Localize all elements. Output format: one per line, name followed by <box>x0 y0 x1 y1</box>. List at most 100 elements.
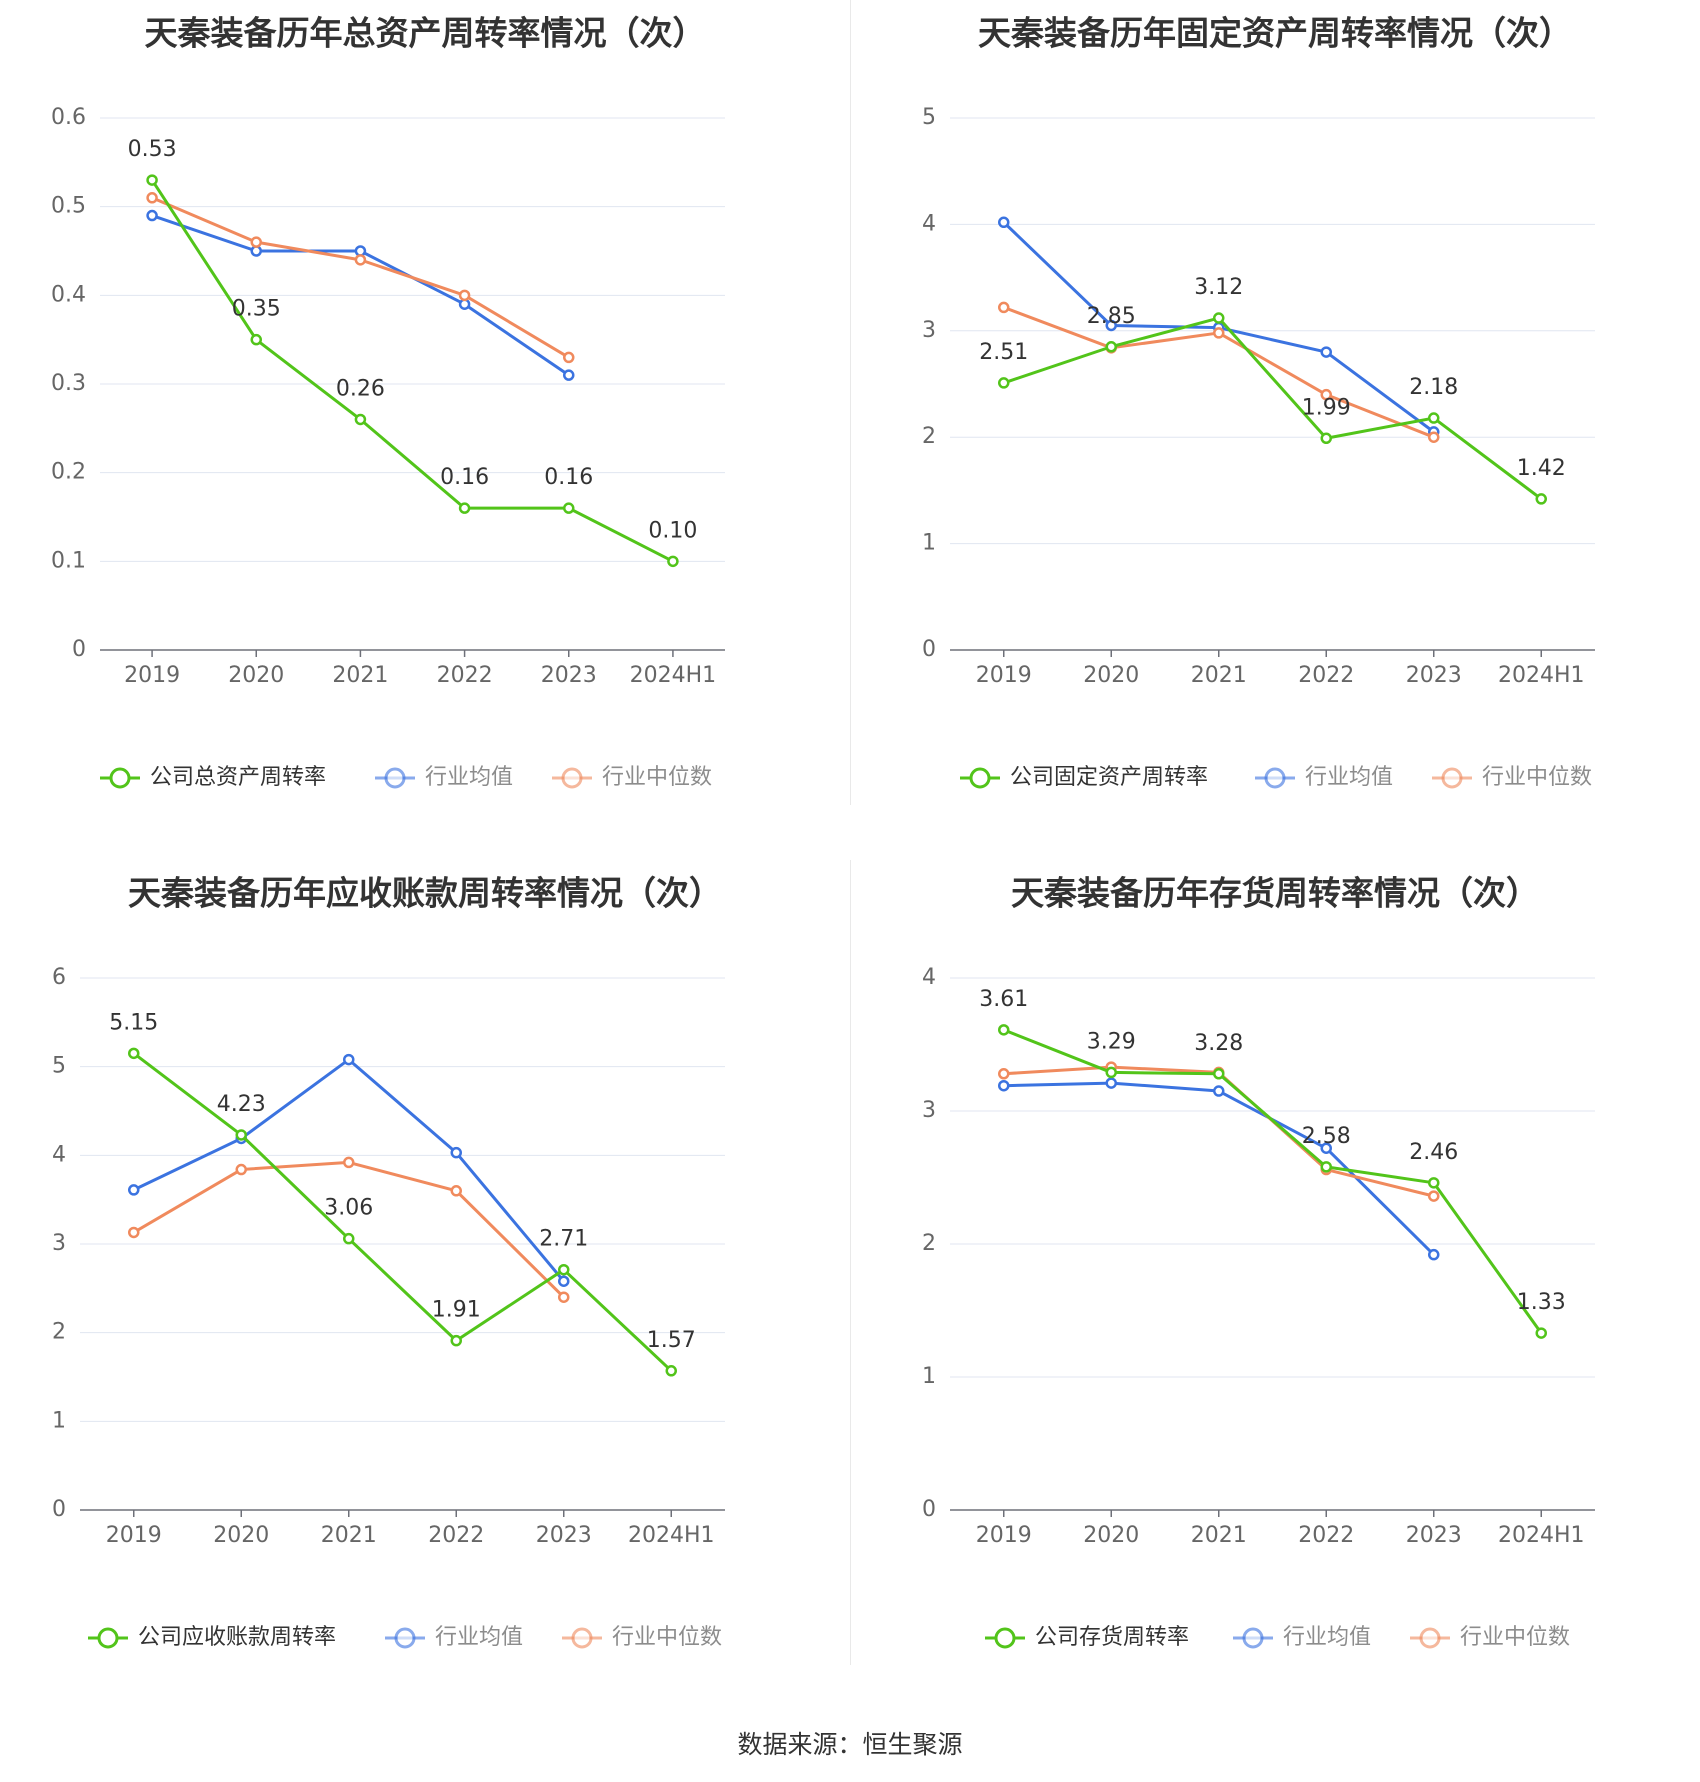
chart-title: 天秦装备历年固定资产周转率情况（次） <box>978 14 1572 53</box>
chart-inventory-turnover: 天秦装备历年存货周转率情况（次） 0 1 2 3 4 2019 2020 2021 2022 202… <box>922 874 1595 1650</box>
data-point-average <box>1320 346 1332 358</box>
data-label: 5.15 <box>109 1010 158 1035</box>
x-tick-label: 2022 <box>428 1523 484 1548</box>
x-tick-label: 2024H1 <box>630 663 717 688</box>
data-label: 4.23 <box>217 1092 266 1117</box>
data-point-company <box>458 502 471 514</box>
y-tick-label: 0 <box>52 1497 66 1522</box>
data-point-company <box>354 413 367 426</box>
legend-item-average: 行业均值 <box>1255 765 1393 790</box>
legend-item-company: 公司固定资产周转率 <box>960 765 1208 790</box>
data-point-average <box>998 1079 1010 1092</box>
data-point-average <box>1320 1142 1332 1154</box>
chart-title: 天秦装备历年总资产周转率情况（次） <box>145 14 706 53</box>
legend-marker-icon <box>384 767 406 789</box>
data-point-company <box>1428 1177 1440 1189</box>
data-point-company <box>558 1263 570 1276</box>
data-point-company <box>450 1334 462 1347</box>
legend-label: 行业中位数 <box>1482 765 1592 790</box>
y-tick-label: 0 <box>922 1497 936 1522</box>
legend-item-average: 行业均值 <box>375 765 513 790</box>
data-label: 0.10 <box>648 518 697 543</box>
legend-item-company: 公司应收账款周转率 <box>88 1625 336 1650</box>
legend-label: 行业均值 <box>425 765 513 790</box>
series-line-company <box>132 1052 673 1372</box>
data-point-average <box>1105 1077 1117 1089</box>
data-point-median <box>1428 1190 1440 1202</box>
data-point-median <box>998 301 1010 314</box>
x-tick-label: 2019 <box>976 1523 1032 1548</box>
y-tick-label: 2 <box>922 424 936 449</box>
vertical-divider-bottom <box>850 860 851 1665</box>
data-label: 2.18 <box>1409 375 1458 400</box>
data-point-company <box>1428 412 1440 424</box>
legend-item-average: 行业均值 <box>385 1625 523 1650</box>
x-tick-label: 2020 <box>1083 663 1139 688</box>
data-label: 3.28 <box>1194 1031 1243 1056</box>
chart-title: 天秦装备历年应收账款周转率情况（次） <box>128 874 722 913</box>
data-point-company <box>1535 493 1547 505</box>
data-point-company <box>128 1047 140 1060</box>
legend-item-median: 行业中位数 <box>552 765 712 790</box>
legend-label: 公司存货周转率 <box>1035 1625 1189 1650</box>
y-tick-label: 1 <box>922 531 936 556</box>
y-tick-label: 0.2 <box>51 460 86 485</box>
data-point-median <box>343 1156 355 1169</box>
series-line-average <box>1003 1081 1435 1256</box>
legend-item-median: 行业中位数 <box>562 1625 722 1650</box>
data-point-median <box>128 1226 140 1239</box>
data-point-median <box>1320 388 1332 401</box>
chart-receivable-turnover: 天秦装备历年应收账款周转率情况（次） 0 1 2 3 4 5 6 2019 2020 2021 202… <box>52 874 725 1650</box>
data-point-median <box>563 351 575 364</box>
data-point-company <box>1105 1066 1117 1079</box>
data-point-median <box>450 1185 462 1197</box>
y-tick-label: 4 <box>922 211 936 236</box>
data-point-average <box>1428 1248 1440 1261</box>
y-tick-label: 4 <box>922 965 936 990</box>
x-tick-label: 2024H1 <box>628 1523 715 1548</box>
y-tick-label: 6 <box>52 965 66 990</box>
vertical-divider-top <box>850 0 851 805</box>
data-source-note: 数据来源：恒生聚源 <box>737 1730 963 1759</box>
x-tick-label: 2020 <box>1083 1523 1139 1548</box>
data-label: 3.06 <box>324 1196 373 1221</box>
data-point-average <box>343 1053 355 1066</box>
y-tick-label: 1 <box>52 1408 66 1433</box>
legend-marker-icon <box>1419 1627 1441 1649</box>
legend-marker-icon <box>394 1627 416 1649</box>
y-tick-label: 5 <box>52 1054 66 1079</box>
data-label: 2.46 <box>1409 1140 1458 1165</box>
data-point-average <box>998 216 1010 229</box>
legend-marker-icon <box>969 767 991 789</box>
data-point-company <box>1213 312 1225 324</box>
series-line-company <box>1003 1028 1543 1334</box>
series-line-average <box>133 1058 565 1283</box>
data-point-average <box>128 1184 140 1196</box>
legend-marker-icon <box>97 1627 119 1649</box>
legend-item-company: 公司总资产周转率 <box>100 765 326 790</box>
data-label: 3.29 <box>1087 1029 1136 1054</box>
data-label: 2.51 <box>979 340 1028 365</box>
data-point-company <box>998 377 1010 389</box>
y-tick-label: 0.4 <box>51 282 86 307</box>
x-tick-label: 2023 <box>541 663 597 688</box>
data-point-company <box>235 1129 247 1141</box>
y-tick-label: 0.1 <box>51 548 86 573</box>
x-tick-label: 2023 <box>1406 1523 1462 1548</box>
y-tick-label: 2 <box>922 1231 936 1256</box>
legend-label: 行业均值 <box>1283 1625 1371 1650</box>
data-label: 0.35 <box>232 297 281 322</box>
x-tick-label: 2023 <box>536 1523 592 1548</box>
data-point-company <box>1320 1161 1332 1173</box>
legend-marker-icon <box>1441 767 1463 789</box>
series-line-company <box>150 179 674 563</box>
legend-label: 行业中位数 <box>602 765 712 790</box>
legend-label: 行业中位数 <box>1460 1625 1570 1650</box>
x-tick-label: 2019 <box>106 1523 162 1548</box>
data-label: 1.42 <box>1517 456 1566 481</box>
data-label: 0.16 <box>544 465 593 490</box>
data-point-average <box>146 209 158 222</box>
y-tick-label: 5 <box>922 105 936 130</box>
legend-item-median: 行业中位数 <box>1432 765 1592 790</box>
series-line-company <box>1003 316 1543 501</box>
